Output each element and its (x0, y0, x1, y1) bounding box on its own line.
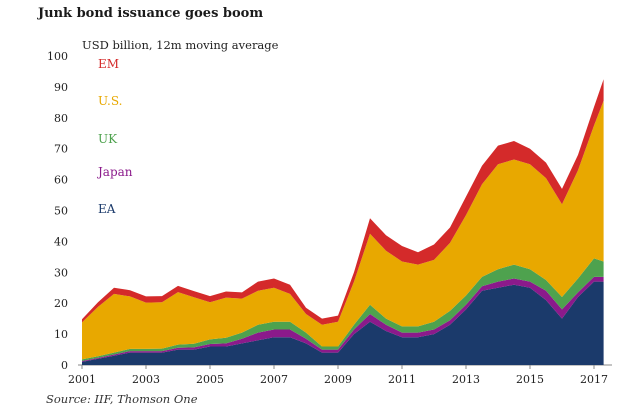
y-tick-label: 90 (54, 81, 68, 94)
area-layers (82, 79, 604, 365)
y-axis: 0 10 20 30 40 50 60 70 80 90 100 (47, 50, 68, 372)
x-tick-label: 2001 (68, 373, 96, 386)
area-japan (82, 276, 604, 362)
y-tick-label: 60 (54, 174, 68, 187)
y-tick-label: 20 (54, 297, 68, 310)
y-tick-label: 70 (54, 143, 68, 156)
x-axis: 2001 2003 2005 2007 2009 2011 2013 2015 2017 (68, 365, 608, 386)
y-tick-label: 50 (54, 205, 68, 218)
x-tick-label: 2013 (452, 373, 480, 386)
x-tick-label: 2011 (388, 373, 416, 386)
legend-japan: Japan (96, 165, 133, 179)
x-tick-label: 2005 (196, 373, 224, 386)
legend-em: EM (98, 57, 119, 71)
x-tick-label: 2017 (580, 373, 608, 386)
x-tick-label: 2015 (516, 373, 544, 386)
area-uk (82, 258, 604, 361)
area-us (82, 100, 604, 360)
y-tick-label: 0 (61, 359, 68, 372)
legend-ea: EA (98, 202, 116, 216)
x-tick-label: 2009 (324, 373, 352, 386)
y-tick-label: 40 (54, 235, 68, 248)
source-note: Source: IIF, Thomson One (46, 392, 198, 406)
chart-title: Junk bond issuance goes boom (38, 6, 264, 21)
y-tick-label: 80 (54, 112, 68, 125)
area-ea (82, 281, 604, 365)
y-axis-unit-label: USD billion, 12m moving average (82, 38, 279, 52)
legend-us: U.S. (98, 94, 122, 108)
x-tick-label: 2003 (132, 373, 160, 386)
x-tick-label: 2007 (260, 373, 288, 386)
y-tick-label: 100 (47, 50, 68, 63)
y-tick-label: 10 (54, 328, 68, 341)
y-tick-label: 30 (54, 266, 68, 279)
legend-uk: UK (98, 132, 118, 146)
legend: EM U.S. UK Japan EA (96, 57, 133, 216)
